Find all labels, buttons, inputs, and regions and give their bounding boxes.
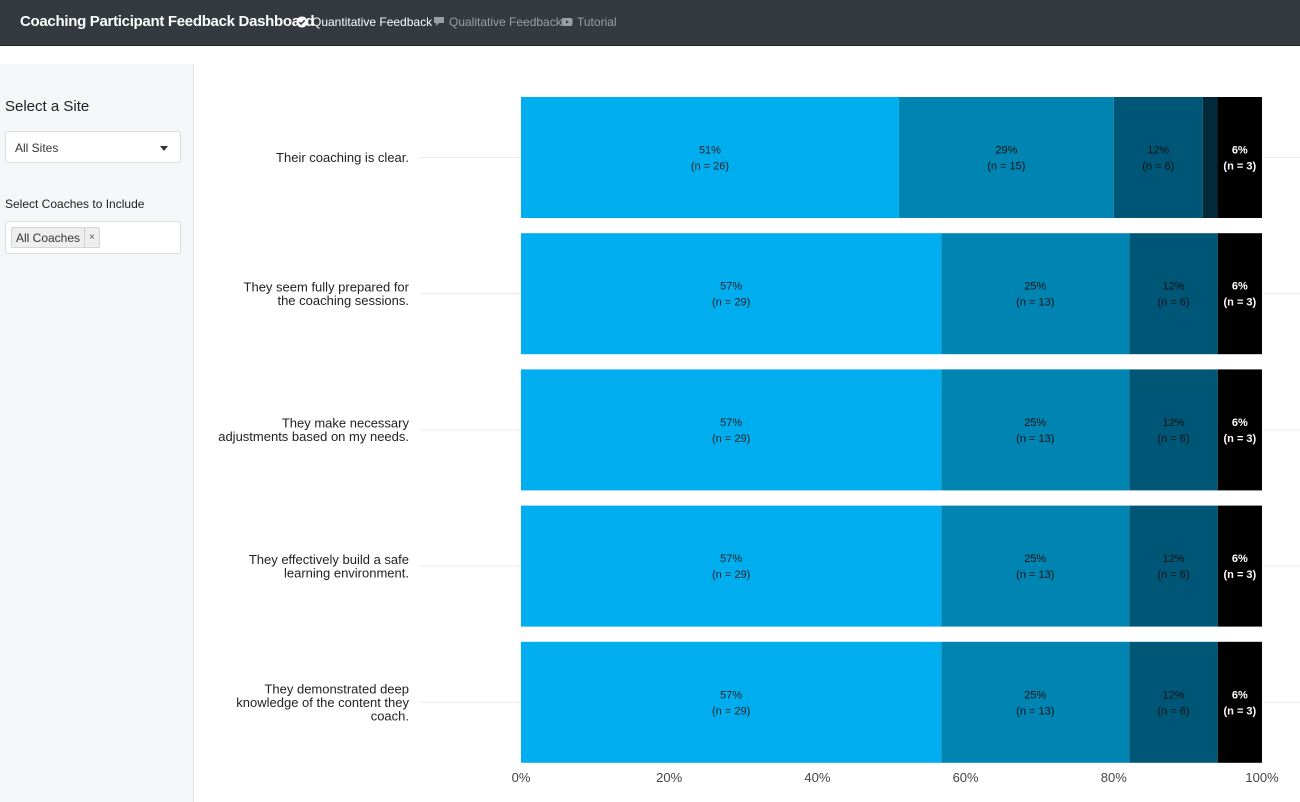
segment-percent-label: 12%: [1163, 689, 1185, 701]
segment-count-label: (n = 13): [1016, 297, 1054, 309]
comment-icon: [434, 17, 444, 26]
x-tick-label: 20%: [656, 770, 682, 785]
category-label: knowledge of the content they: [236, 695, 409, 710]
segment-percent-label: 25%: [1024, 553, 1046, 565]
category-label: They seem fully prepared for: [244, 279, 410, 294]
bar-segment-5: [1217, 233, 1262, 355]
segment-percent-label: 57%: [720, 689, 742, 701]
segment-percent-label: 12%: [1163, 553, 1185, 565]
tab-label: Qualitative Feedback: [449, 15, 562, 29]
bar-segment-4: [1202, 97, 1218, 218]
bar-segment-2: [941, 641, 1130, 763]
segment-count-label: (n = 6): [1157, 705, 1189, 717]
stacked-bar-chart: Their coaching is clear. 51% (n = 26) 29% (n…: [218, 97, 1300, 785]
bar-segment-3: [1129, 233, 1218, 355]
category-label: They effectively build a safe: [249, 552, 409, 567]
segment-count-label: (n = 29): [712, 705, 750, 717]
check-circle-icon: [296, 16, 308, 28]
category-label: coach.: [371, 708, 409, 723]
segment-percent-label: 6%: [1232, 553, 1248, 565]
segment-percent-label: 6%: [1232, 417, 1248, 429]
segment-count-label: (n = 3): [1224, 569, 1257, 581]
bar-segment-1: [521, 641, 942, 763]
caret-down-icon: [160, 146, 168, 151]
segment-percent-label: 25%: [1024, 281, 1046, 293]
bar-segment-5: [1217, 369, 1262, 491]
category-label: They make necessary: [282, 416, 410, 431]
category-label: adjustments based on my needs.: [218, 429, 409, 444]
bar-segment-1: [521, 369, 942, 491]
x-tick-label: 40%: [804, 770, 830, 785]
segment-percent-label: 12%: [1163, 417, 1185, 429]
coach-chip-label: All Coaches: [16, 230, 81, 245]
segment-count-label: (n = 15): [987, 161, 1025, 173]
segment-percent-label: 6%: [1232, 689, 1248, 701]
bar-segment-3: [1113, 97, 1203, 218]
category-label: Their coaching is clear.: [276, 150, 409, 165]
bar-segment-5: [1217, 505, 1262, 627]
site-select-label: Select a Site: [5, 98, 90, 115]
segment-count-label: (n = 3): [1224, 705, 1257, 717]
segment-count-label: (n = 3): [1224, 433, 1257, 445]
segment-count-label: (n = 13): [1016, 433, 1054, 445]
site-select[interactable]: All Sites: [5, 131, 181, 163]
bar-segment-2: [898, 97, 1114, 218]
bar-segment-2: [941, 233, 1130, 355]
tab-label: Tutorial: [577, 15, 617, 29]
sidebar: [0, 64, 194, 802]
bar-segment-2: [941, 369, 1130, 491]
bar-segment-1: [521, 97, 899, 218]
segment-count-label: (n = 29): [712, 433, 750, 445]
segment-percent-label: 57%: [720, 281, 742, 293]
bar-segment-1: [521, 505, 942, 627]
tab-tutorial[interactable]: Tutorial: [561, 15, 617, 29]
bar-segment-1: [521, 233, 942, 355]
bar-segment-3: [1129, 369, 1218, 491]
tab-label: Quantitative Feedback: [312, 15, 433, 29]
coaches-multiselect[interactable]: All Coaches ×: [5, 221, 181, 254]
segment-percent-label: 12%: [1163, 281, 1185, 293]
segment-count-label: (n = 26): [691, 161, 729, 173]
segment-count-label: (n = 6): [1157, 569, 1189, 581]
segment-percent-label: 57%: [720, 417, 742, 429]
segment-count-label: (n = 6): [1157, 433, 1189, 445]
segment-percent-label: 29%: [995, 145, 1017, 157]
segment-percent-label: 25%: [1024, 417, 1046, 429]
category-label: the coaching sessions.: [277, 293, 409, 308]
segment-count-label: (n = 13): [1016, 705, 1054, 717]
tab-quantitative-feedback[interactable]: Quantitative Feedback: [296, 15, 432, 29]
x-tick-label: 0%: [512, 770, 531, 785]
category-label: learning environment.: [284, 565, 409, 580]
bar-segment-5: [1217, 641, 1262, 763]
segment-count-label: (n = 29): [712, 297, 750, 309]
navbar: Coaching Participant Feedback Dashboard …: [0, 0, 1300, 46]
segment-percent-label: 6%: [1232, 281, 1248, 293]
youtube-icon: [561, 18, 573, 26]
bar-segment-3: [1129, 641, 1218, 763]
segment-count-label: (n = 6): [1142, 161, 1174, 173]
x-tick-label: 60%: [953, 770, 979, 785]
bar-segment-5: [1217, 97, 1262, 218]
tab-qualitative-feedback[interactable]: Qualitative Feedback: [433, 15, 562, 29]
segment-count-label: (n = 3): [1223, 161, 1256, 173]
segment-count-label: (n = 29): [712, 569, 750, 581]
bar-segment-2: [941, 505, 1130, 627]
x-tick-label: 100%: [1245, 770, 1279, 785]
bar-segment-3: [1129, 505, 1218, 627]
segment-percent-label: 57%: [720, 553, 742, 565]
segment-count-label: (n = 6): [1157, 297, 1189, 309]
segment-percent-label: 51%: [699, 145, 721, 157]
segment-percent-label: 6%: [1232, 145, 1248, 157]
x-tick-label: 80%: [1101, 770, 1127, 785]
segment-percent-label: 25%: [1024, 689, 1046, 701]
site-select-value: All Sites: [15, 141, 59, 155]
segment-count-label: (n = 3): [1224, 297, 1257, 309]
coaches-select-label: Select Coaches to Include: [5, 197, 145, 211]
app-title[interactable]: Coaching Participant Feedback Dashboard: [20, 13, 315, 30]
segment-count-label: (n = 13): [1016, 569, 1054, 581]
category-label: They demonstrated deep: [264, 681, 409, 696]
remove-chip-icon[interactable]: ×: [84, 228, 99, 247]
coach-chip: All Coaches ×: [11, 227, 100, 248]
segment-percent-label: 12%: [1147, 145, 1169, 157]
